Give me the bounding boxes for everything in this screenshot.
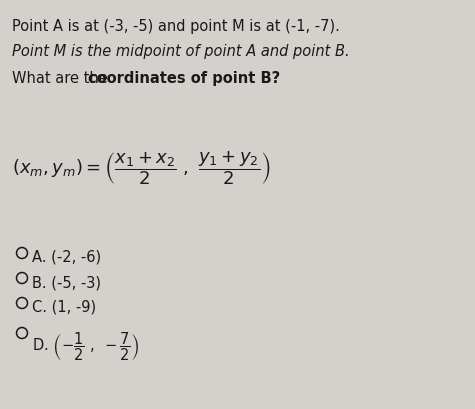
Text: coordinates of point B?: coordinates of point B? [88, 71, 280, 86]
Text: D. $\left(-\dfrac{1}{2}\ ,\ -\dfrac{7}{2}\right)$: D. $\left(-\dfrac{1}{2}\ ,\ -\dfrac{7}{2… [32, 330, 139, 362]
Text: What are the: What are the [12, 71, 113, 86]
Text: $(x_m, y_m) = \left(\dfrac{x_1 + x_2}{2}\ ,\ \dfrac{y_1 + y_2}{2}\right)$: $(x_m, y_m) = \left(\dfrac{x_1 + x_2}{2}… [12, 149, 271, 187]
Text: A. (-2, -6): A. (-2, -6) [32, 250, 101, 265]
Text: C. (1, -9): C. (1, -9) [32, 300, 96, 315]
Text: Point M is the midpoint of point A and point B.: Point M is the midpoint of point A and p… [12, 44, 350, 59]
Text: B. (-5, -3): B. (-5, -3) [32, 275, 101, 290]
Text: Point A is at (-3, -5) and point M is at (-1, -7).: Point A is at (-3, -5) and point M is at… [12, 19, 340, 34]
